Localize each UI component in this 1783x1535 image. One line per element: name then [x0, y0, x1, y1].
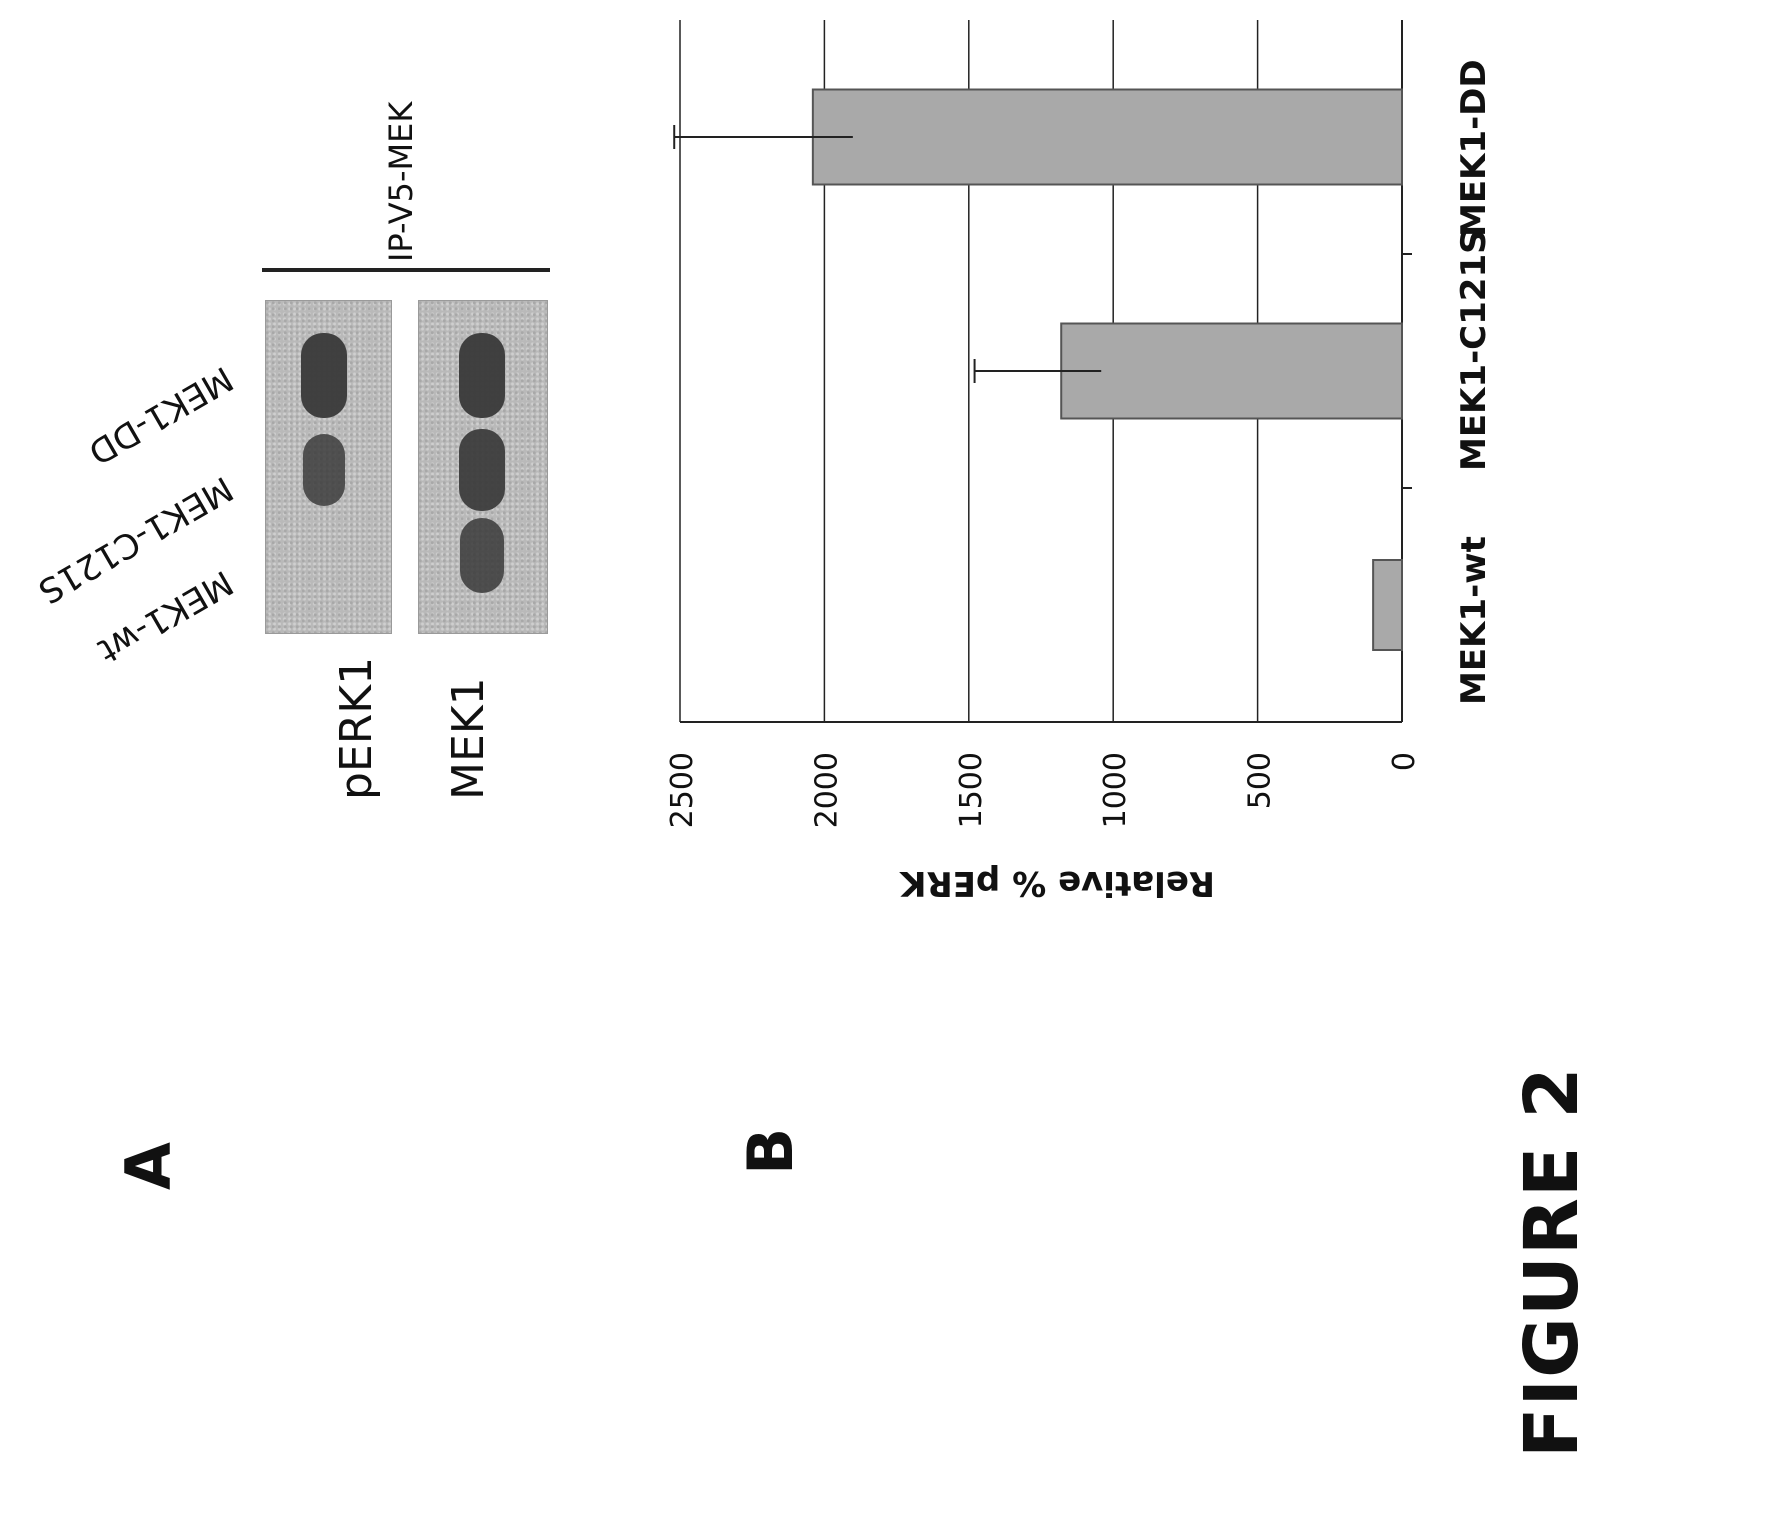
y-tick-label-2: 1000 — [1098, 752, 1133, 828]
category-label-mek1-wt: MEK1-wt — [1454, 536, 1494, 705]
y-tick-label-1: 500 — [1243, 752, 1278, 809]
category-label-mek1-c121s: MEK1-C121S — [1454, 229, 1494, 471]
figure-title: FIGURE 2 — [1515, 1066, 1589, 1458]
chart-y-axis-title: Relative % pERK — [900, 866, 1215, 900]
bar-mek1-wt — [1373, 560, 1402, 650]
bar-mek1-c121s — [1061, 324, 1402, 419]
category-label-mek1-dd: MEK1-DD — [1454, 59, 1494, 237]
bar-mek1-dd — [813, 90, 1402, 185]
y-tick-label-4: 2000 — [809, 752, 844, 828]
y-tick-label-0: 0 — [1387, 752, 1422, 771]
y-tick-label-5: 2500 — [665, 752, 700, 828]
y-tick-label-3: 1500 — [954, 752, 989, 828]
